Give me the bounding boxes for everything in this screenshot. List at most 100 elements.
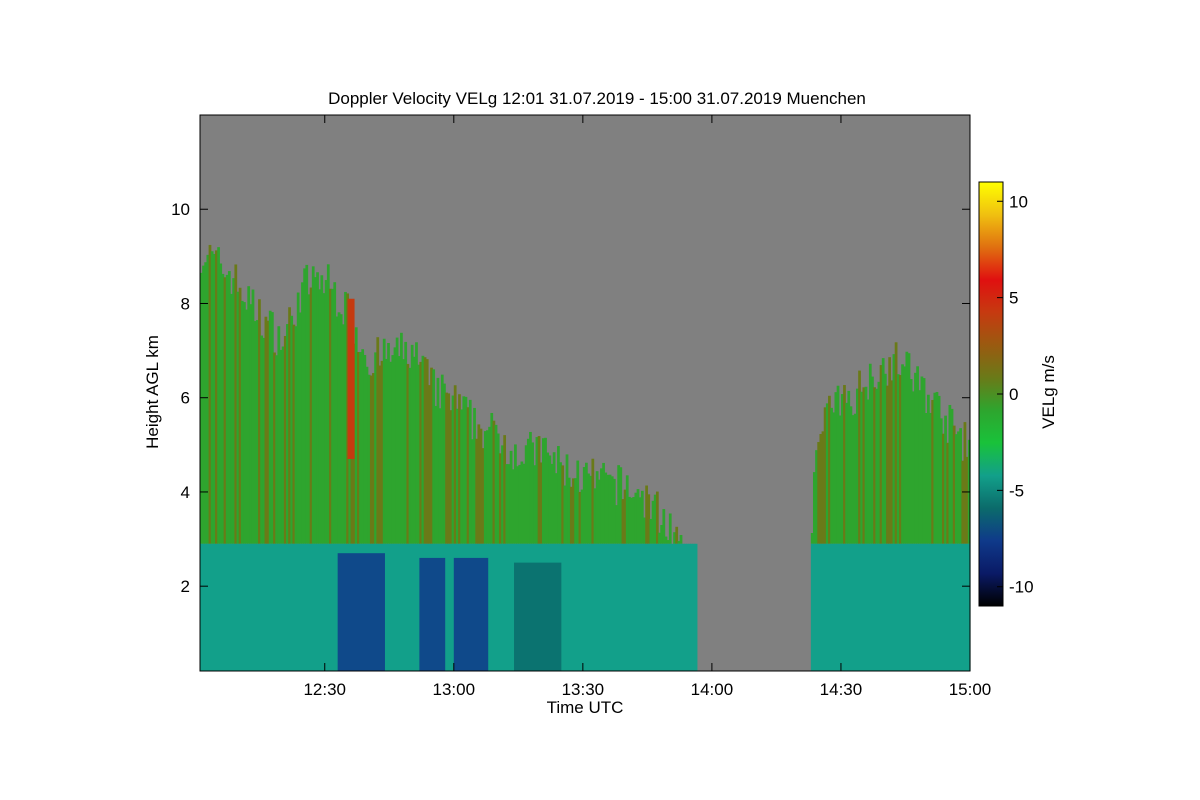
rain-column	[812, 543, 816, 671]
rain-column	[258, 543, 261, 671]
echo-column	[490, 412, 494, 544]
echo-column	[825, 403, 829, 544]
echo-column	[301, 282, 304, 544]
rain-column	[615, 543, 618, 671]
velocity-field	[200, 244, 971, 671]
fast-fall-band	[419, 557, 446, 671]
echo-column	[471, 439, 474, 544]
echo-column	[234, 264, 238, 544]
echo-column	[288, 307, 291, 544]
rain-column	[628, 543, 631, 671]
rain-column	[307, 543, 311, 671]
rain-column	[819, 543, 823, 671]
rain-column	[939, 543, 943, 671]
echo-column	[322, 293, 326, 544]
echo-column	[621, 499, 625, 544]
rain-column	[845, 543, 849, 671]
echo-column	[273, 352, 276, 544]
echo-column	[374, 352, 377, 544]
rain-column	[210, 543, 214, 671]
rain-column	[621, 543, 625, 671]
rain-column	[907, 543, 911, 671]
echo-column	[449, 410, 453, 544]
echo-column	[529, 431, 532, 544]
rain-column	[903, 543, 907, 671]
echo-column	[417, 364, 420, 544]
echo-column	[673, 532, 676, 544]
echo-column	[524, 445, 528, 544]
rain-column	[387, 543, 390, 671]
rain-column	[967, 543, 971, 671]
echo-column	[871, 376, 874, 544]
rain-column	[488, 543, 491, 671]
echo-column	[460, 409, 464, 544]
rain-column	[580, 543, 584, 671]
rain-column	[961, 543, 965, 671]
rain-column	[305, 543, 309, 671]
echo-column	[535, 437, 539, 544]
echo-column	[610, 476, 614, 544]
rain-column	[828, 543, 831, 671]
echo-column	[877, 381, 881, 544]
echo-column	[638, 497, 642, 544]
fast-fall-band	[514, 562, 562, 671]
rain-column	[600, 543, 603, 671]
rain-column	[677, 543, 681, 671]
echo-column	[309, 287, 313, 544]
echo-column	[473, 407, 476, 544]
rain-column	[593, 543, 597, 671]
echo-column	[546, 452, 550, 544]
rain-column	[268, 543, 272, 671]
echo-column	[421, 355, 425, 544]
echo-column	[363, 354, 367, 544]
rain-column	[681, 543, 685, 671]
echo-column	[367, 374, 371, 544]
rain-column	[679, 543, 683, 671]
rain-column	[578, 543, 582, 671]
rain-column	[270, 543, 274, 671]
rain-column	[838, 543, 842, 671]
rain-column	[236, 543, 240, 671]
rain-column	[823, 543, 827, 671]
echo-column	[905, 351, 909, 544]
echo-column	[305, 264, 309, 544]
echo-column	[294, 326, 298, 544]
echo-column	[632, 497, 636, 544]
rain-column	[937, 543, 941, 671]
echo-column	[466, 407, 470, 544]
echo-column	[335, 316, 339, 544]
echo-column	[313, 277, 317, 544]
echo-column	[255, 320, 259, 544]
echo-column	[279, 349, 283, 544]
echo-column	[666, 540, 670, 544]
echo-column	[389, 361, 393, 544]
rain-column	[834, 543, 838, 671]
echo-column	[615, 505, 618, 544]
rain-column	[610, 543, 614, 671]
echo-column	[339, 314, 343, 544]
rain-column	[832, 543, 836, 671]
rain-column	[686, 543, 689, 671]
echo-column	[623, 489, 627, 544]
rain-column	[683, 543, 687, 671]
echo-column	[544, 437, 547, 544]
echo-column	[230, 293, 233, 544]
echo-column	[290, 315, 294, 544]
echo-column	[879, 365, 883, 544]
rain-column	[509, 543, 513, 671]
rain-column	[561, 543, 565, 671]
rain-column	[283, 543, 287, 671]
echo-column	[475, 438, 479, 544]
echo-column	[561, 465, 565, 544]
rain-column	[636, 543, 640, 671]
echo-column	[236, 291, 240, 544]
echo-column	[397, 356, 401, 544]
rain-column	[948, 543, 952, 671]
rain-column	[851, 543, 855, 671]
rain-column	[692, 543, 696, 671]
rain-column	[219, 543, 223, 671]
rain-column	[215, 543, 218, 671]
echo-column	[574, 478, 577, 544]
echo-column	[557, 446, 560, 544]
echo-column	[253, 321, 257, 544]
